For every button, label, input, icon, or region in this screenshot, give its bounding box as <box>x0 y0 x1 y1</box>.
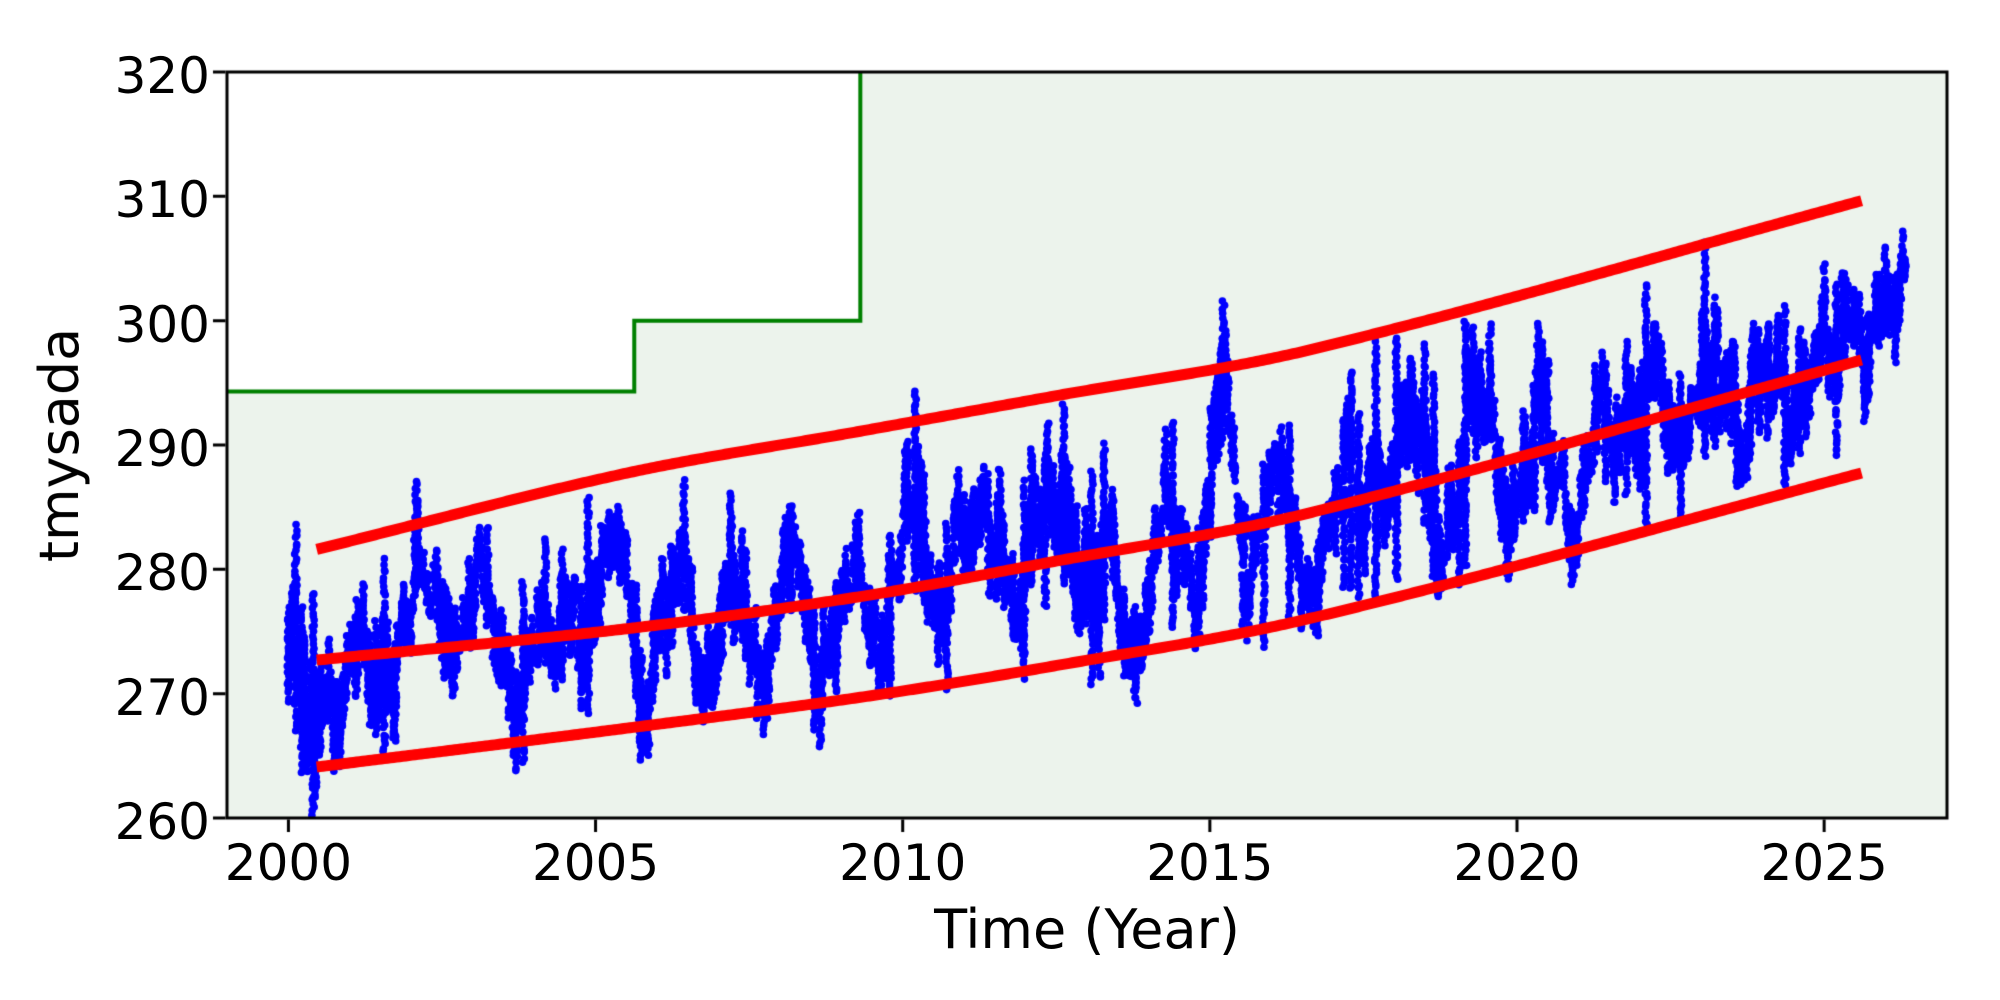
x-tick-label-2020: 2020 <box>1453 834 1581 892</box>
y-tick-label-290: 290 <box>114 420 210 478</box>
y-tick-label-260: 260 <box>114 793 210 851</box>
x-tick-label-2005: 2005 <box>531 834 660 892</box>
x-axis-label: Time (Year) <box>934 898 1240 961</box>
x-tick-label-2000: 2000 <box>224 834 353 892</box>
y-tick-label-270: 270 <box>114 668 210 727</box>
y-tick-label-310: 310 <box>114 171 210 230</box>
y-tick-label-320: 320 <box>114 47 210 105</box>
x-tick-label-2025: 2025 <box>1760 834 1888 892</box>
x-tick-label-2015: 2015 <box>1146 834 1274 892</box>
y-tick-label-300: 300 <box>114 295 210 354</box>
y-tick-label-280: 280 <box>114 544 210 603</box>
x-tick-label-2010: 2010 <box>839 834 967 892</box>
